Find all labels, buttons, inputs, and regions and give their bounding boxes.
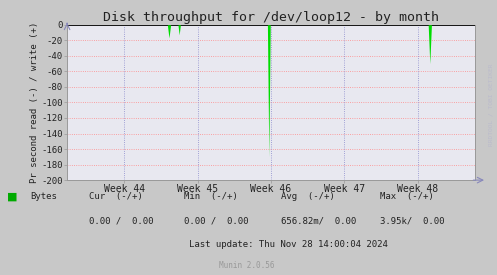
Text: 0.00 /  0.00: 0.00 / 0.00	[184, 217, 248, 226]
Text: Last update: Thu Nov 28 14:00:04 2024: Last update: Thu Nov 28 14:00:04 2024	[189, 240, 388, 249]
Text: Cur  (-/+): Cur (-/+)	[89, 192, 143, 201]
Text: Max  (-/+): Max (-/+)	[380, 192, 434, 201]
Text: 0.00 /  0.00: 0.00 / 0.00	[89, 217, 154, 226]
Text: Munin 2.0.56: Munin 2.0.56	[219, 261, 274, 270]
Y-axis label: Pr second read (-) / write (+): Pr second read (-) / write (+)	[30, 22, 39, 183]
Text: 656.82m/  0.00: 656.82m/ 0.00	[281, 217, 356, 226]
Text: ■: ■	[7, 192, 18, 202]
Text: RRDTOOL / TOBI OETIKER: RRDTOOL / TOBI OETIKER	[489, 63, 494, 146]
Text: Min  (-/+): Min (-/+)	[184, 192, 238, 201]
Text: Avg  (-/+): Avg (-/+)	[281, 192, 334, 201]
Text: 3.95k/  0.00: 3.95k/ 0.00	[380, 217, 445, 226]
Title: Disk throughput for /dev/loop12 - by month: Disk throughput for /dev/loop12 - by mon…	[103, 10, 439, 24]
Text: Bytes: Bytes	[30, 192, 57, 201]
